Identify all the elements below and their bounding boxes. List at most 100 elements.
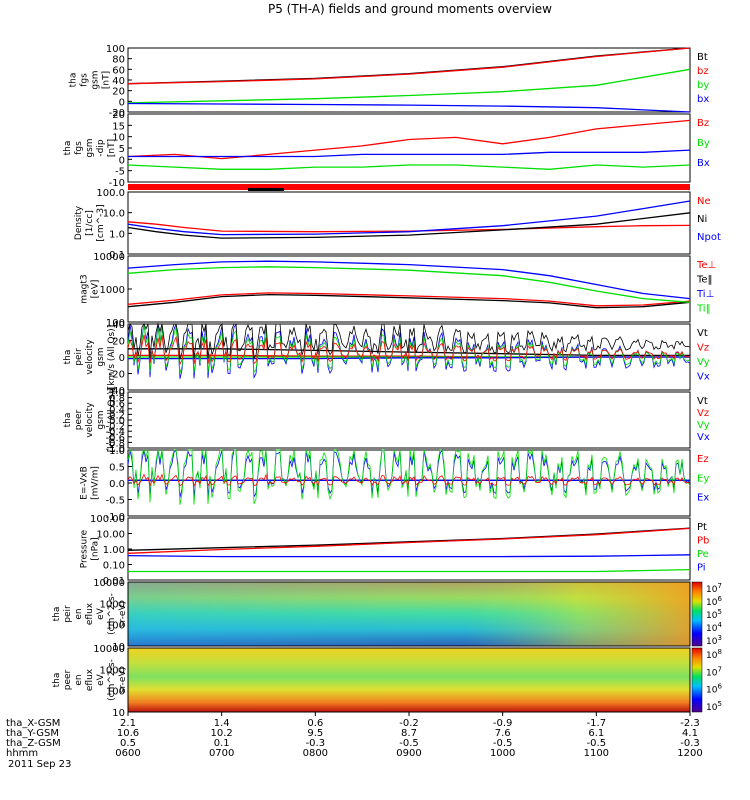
series-line-Ti⊥	[127, 260, 691, 300]
series-line-Pi	[127, 554, 691, 558]
y-tick-label: 100	[106, 621, 125, 632]
x-axis-value: -1.7	[587, 718, 607, 729]
date-label: 2011 Sep 23	[8, 759, 71, 770]
series-line-by	[127, 68, 691, 104]
x-axis-value: 10.2	[211, 728, 233, 739]
y-tick-label: 10	[112, 133, 125, 144]
heatmap-ion-eflux	[127, 581, 691, 647]
y-axis-label: Density	[74, 205, 84, 240]
y-axis-label: [eV]	[91, 280, 101, 299]
y-tick-label: -0.2	[105, 422, 125, 433]
colorbar-tick-label: 103	[706, 634, 722, 647]
legend-entry: Pi	[697, 563, 706, 574]
panel-frame	[127, 191, 691, 255]
y-tick-label: -0.6	[105, 433, 125, 444]
y-tick-label: 100	[106, 687, 125, 698]
y-axis-label: [nT]	[102, 71, 112, 89]
colorbar-electron	[691, 647, 703, 713]
panel-frame	[127, 255, 691, 323]
y-tick-label: 100.00	[90, 514, 125, 525]
series-line-Bt	[127, 47, 691, 85]
legend-entry: Pe	[697, 549, 709, 560]
y-tick-label: 0.0	[109, 416, 125, 427]
y-tick-label: 40	[112, 76, 125, 87]
y-tick-label: 10.00	[96, 530, 125, 541]
x-axis-value: 0800	[303, 748, 328, 759]
panel-frame	[127, 47, 691, 113]
legend-entry: Vz	[697, 343, 709, 354]
y-tick-label: 20	[112, 87, 125, 98]
y-tick-label: 20	[112, 110, 125, 121]
heatmap-electron-eflux	[127, 647, 691, 713]
y-tick-label: 0.0	[109, 479, 125, 490]
y-tick-label: -1.0	[105, 444, 125, 455]
x-axis-value: -0.2	[399, 718, 419, 729]
legend-entry: Bz	[697, 118, 709, 129]
y-tick-label: 0	[119, 155, 125, 166]
x-axis-row-label: tha_Y-GSM	[6, 728, 59, 739]
heatmap-electron-fill	[128, 648, 690, 712]
panel-2: 100.0 10.0 1.0 0.1 Density [1/cc] [cm^-3]	[74, 188, 691, 261]
series-line-Pe	[128, 568, 691, 573]
y-tick-label: 100	[106, 318, 125, 329]
y-axis-label: (cm^2-s-	[107, 659, 117, 701]
y-axis-label: tha	[52, 607, 62, 622]
y-tick-label: 10	[112, 708, 125, 719]
series-line-Ni	[127, 212, 691, 239]
legend-entry: By	[697, 138, 710, 149]
y-axis-label: gsm	[96, 347, 106, 366]
series-line-bx	[127, 102, 691, 113]
y-axis-label: fgs	[80, 73, 90, 87]
y-tick-label: 0.01	[103, 576, 125, 587]
series-line-Pb	[127, 527, 691, 554]
y-tick-label: -0.4	[105, 427, 125, 438]
series-line-Pt	[127, 527, 691, 551]
y-axis-label: eV	[96, 673, 106, 686]
y-tick-label: 40	[112, 320, 125, 331]
legend-entry: Ti⊥	[696, 289, 714, 300]
legend-entry: Vz	[697, 408, 709, 419]
noise-trace	[127, 473, 691, 487]
series-line-By	[127, 164, 691, 170]
y-axis-label: gsm	[85, 138, 95, 157]
panel-frame	[127, 113, 691, 183]
y-tick-label: 0	[119, 97, 125, 108]
y-tick-label: 15	[112, 121, 125, 132]
y-axis-label: [km/s (All Qs)]	[107, 325, 117, 389]
series-line-Te‖	[127, 293, 691, 309]
legend-entry: Bx	[697, 158, 710, 169]
x-axis-value: -0.3	[680, 738, 700, 749]
panel-9: 10000 1000 100 10 tha peer en eflux eV (cm^2-s-sr…	[52, 644, 132, 719]
x-axis-value: 0.6	[307, 718, 323, 729]
y-axis-label: eV	[96, 607, 106, 620]
y-tick-label: 1000	[100, 599, 125, 610]
x-axis-value: 0600	[115, 748, 140, 759]
y-tick-label: 0.8	[109, 394, 125, 405]
x-axis-value: 0.1	[214, 738, 230, 749]
series-line-Te⊥	[127, 292, 691, 307]
x-axis-value: 8.7	[401, 728, 417, 739]
series-line-Bz	[127, 119, 691, 160]
y-tick-label: 60	[112, 65, 125, 76]
y-tick-label: -0.8	[105, 438, 125, 449]
legend-entry: Vx	[697, 372, 710, 383]
y-tick-label: 0.1	[109, 250, 125, 261]
y-axis-label: peir	[74, 348, 84, 366]
colorbar-tick-label: 105	[706, 608, 722, 621]
y-axis-label: (cm^2-s-	[107, 593, 117, 635]
legends-group: BtbzbybxBzByBxNeNiNpotTe⊥Te‖Ti⊥Ti‖VtVzVy…	[696, 52, 721, 574]
y-tick-label: 0.5	[109, 463, 125, 474]
x-axis-value: -0.5	[587, 738, 607, 749]
panel-8: 10000 1000 100 10 tha peir en eflux eV (cm^2-s-sr…	[52, 578, 132, 653]
series-line-Bx	[128, 149, 691, 158]
y-tick-label: 100	[106, 44, 125, 55]
legend-entry: Pt	[697, 522, 707, 533]
x-axis-value: 1100	[584, 748, 609, 759]
y-axis-label: tha	[69, 73, 79, 88]
y-tick-label: 1000	[100, 285, 125, 296]
y-axis-label: fgs	[74, 141, 84, 155]
y-tick-label: 1.0	[109, 446, 125, 457]
